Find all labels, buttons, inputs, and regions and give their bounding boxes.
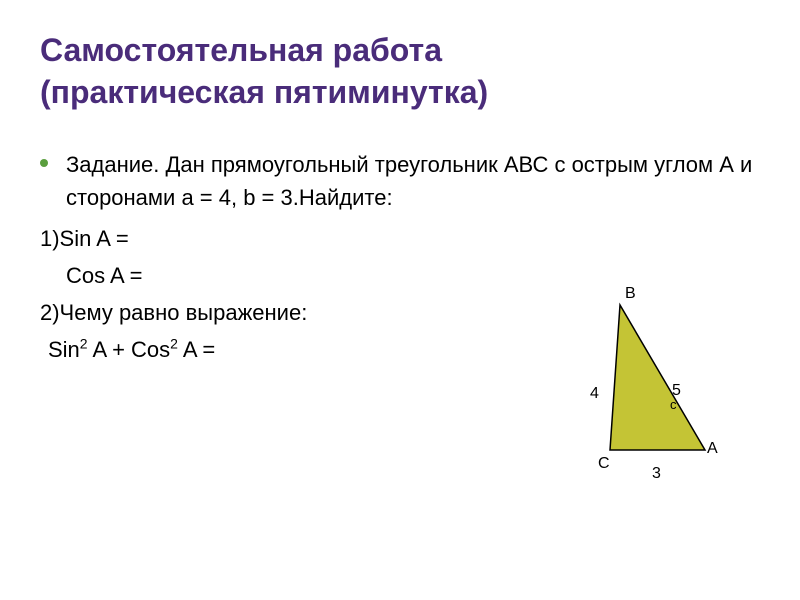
question-1-line-1: 1)Sin A = (40, 222, 760, 255)
vertex-label-a: A (707, 440, 718, 458)
side-label-3: 3 (652, 465, 661, 483)
title-line-1: Самостоятельная работа (40, 32, 442, 68)
inner-label-c: с (670, 397, 677, 412)
triangle-diagram: B C A 4 3 5 с (570, 290, 730, 490)
slide-title: Самостоятельная работа (практическая пят… (40, 30, 760, 113)
task-text: Задание. Дан прямоугольный треугольник А… (66, 148, 760, 214)
vertex-label-c: C (598, 455, 610, 473)
title-line-2: (практическая пятиминутка) (40, 74, 488, 110)
task-bullet: Задание. Дан прямоугольный треугольник А… (40, 148, 760, 214)
triangle-shape (610, 305, 705, 450)
vertex-label-b: B (625, 285, 636, 303)
side-label-4: 4 (590, 385, 599, 403)
question-1-line-2: Cos A = (66, 259, 760, 292)
bullet-icon (40, 159, 48, 167)
